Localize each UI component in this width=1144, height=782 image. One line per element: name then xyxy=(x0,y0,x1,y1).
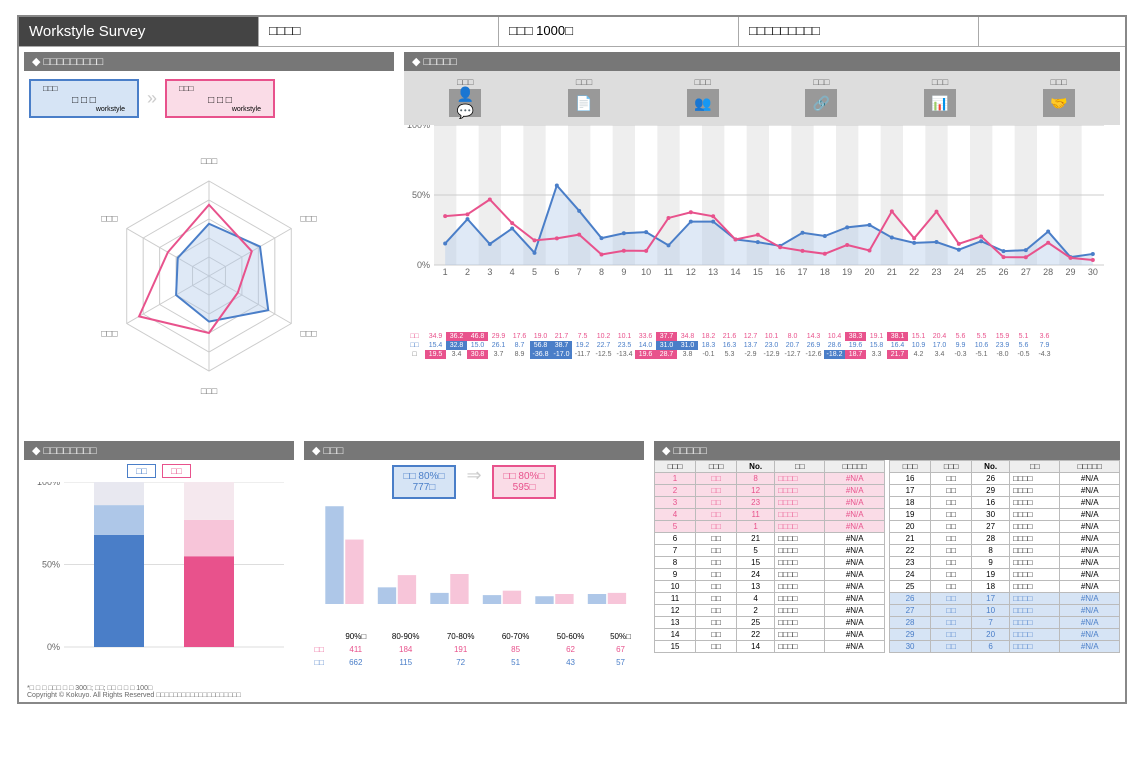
hist-data: 90%□80-90%70-80%60-70%50-60%50%□□□411184… xyxy=(304,629,644,670)
svg-text:□□□: □□□ xyxy=(201,156,218,166)
line-chart: 0%50%100%1234567891011121314151617181920… xyxy=(404,125,1114,325)
svg-text:23: 23 xyxy=(931,267,941,277)
svg-text:17: 17 xyxy=(797,267,807,277)
svg-text:25: 25 xyxy=(976,267,986,277)
stacked-bar-chart: 0% 50% 100% xyxy=(24,482,294,672)
svg-text:100%: 100% xyxy=(407,125,430,130)
svg-text:8: 8 xyxy=(599,267,604,277)
svg-text:28: 28 xyxy=(1043,267,1053,277)
tag-current: □□□ □ □ □ workstyle xyxy=(29,79,139,118)
svg-text:20: 20 xyxy=(864,267,874,277)
footer: *□ □ □ □□□ □ □ 300□; □□; □□ □ □ □ 100□ C… xyxy=(19,682,1125,702)
svg-text:10: 10 xyxy=(641,267,651,277)
hist-box-blue: □□ 80%□777□ xyxy=(392,465,457,499)
svg-text:13: 13 xyxy=(708,267,718,277)
bar-panel: ◆ □□□□□□□□ □□ □□ 0% 50% 100% xyxy=(19,436,299,682)
svg-text:0%: 0% xyxy=(47,642,60,652)
svg-text:□□□: □□□ xyxy=(300,214,317,224)
svg-text:6: 6 xyxy=(554,267,559,277)
svg-text:100%: 100% xyxy=(37,482,60,487)
svg-text:9: 9 xyxy=(621,267,626,277)
rank-panel: ◆ □□□□□ □□□□□□No.□□□□□□□1□□8□□□□#N/A2□□1… xyxy=(649,436,1125,682)
svg-text:30: 30 xyxy=(1088,267,1098,277)
line-panel: ◆ □□□□□ □□□👤💬 □□□📄 □□□👥 □□□🔗 □□□📊 □□□🤝 0… xyxy=(399,47,1125,436)
hist-title: ◆ □□□ xyxy=(304,441,644,460)
hist-panel: ◆ □□□ □□ 80%□777□ ⇒ □□ 80%□595□ 90%□80-9… xyxy=(299,436,649,682)
svg-text:3: 3 xyxy=(487,267,492,277)
cat-5: □□□📊 xyxy=(883,77,998,119)
bar-title: ◆ □□□□□□□□ xyxy=(24,441,294,460)
arrow-icon: ⇒ xyxy=(466,465,481,499)
svg-text:□□□: □□□ xyxy=(101,329,118,339)
svg-text:26: 26 xyxy=(998,267,1008,277)
svg-text:21: 21 xyxy=(887,267,897,277)
radar-title: ◆ □□□□□□□□□ xyxy=(24,52,394,71)
bar-legend-blue: □□ xyxy=(127,464,156,478)
rank-title: ◆ □□□□□ xyxy=(654,441,1120,460)
hdr-field-3: □□□□□□□□□ xyxy=(739,17,979,46)
svg-text:29: 29 xyxy=(1065,267,1075,277)
title: Workstyle Survey xyxy=(19,17,259,46)
svg-text:1: 1 xyxy=(443,267,448,277)
cat-3: □□□👥 xyxy=(645,77,760,119)
svg-text:2: 2 xyxy=(465,267,470,277)
svg-text:27: 27 xyxy=(1021,267,1031,277)
svg-text:□□□: □□□ xyxy=(300,329,317,339)
arrow-icon: » xyxy=(147,88,157,109)
tag-future: □□□ □ □ □ workstyle xyxy=(165,79,275,118)
rank-table-left: □□□□□□No.□□□□□□□1□□8□□□□#N/A2□□12□□□□#N/… xyxy=(654,460,885,653)
svg-text:7: 7 xyxy=(577,267,582,277)
svg-text:16: 16 xyxy=(775,267,785,277)
cat-1: □□□👤💬 xyxy=(408,77,523,119)
svg-text:4: 4 xyxy=(510,267,515,277)
svg-text:18: 18 xyxy=(820,267,830,277)
header: Workstyle Survey □□□□ □□□ 1000□ □□□□□□□□… xyxy=(19,17,1125,47)
radar-panel: ◆ □□□□□□□□□ □□□ □ □ □ workstyle » □□□ □ … xyxy=(19,47,399,436)
line-title: ◆ □□□□□ xyxy=(404,52,1120,71)
svg-text:12: 12 xyxy=(686,267,696,277)
svg-text:19: 19 xyxy=(842,267,852,277)
category-bar: □□□👤💬 □□□📄 □□□👥 □□□🔗 □□□📊 □□□🤝 xyxy=(404,71,1120,125)
svg-text:0%: 0% xyxy=(417,260,430,270)
cat-2: □□□📄 xyxy=(527,77,642,119)
radar-chart: □□□ □□□ □□□ □□□ □□□ □□□ xyxy=(24,126,394,426)
svg-text:□□□: □□□ xyxy=(101,214,118,224)
rank-table-right: □□□□□□No.□□□□□□□16□□26□□□□#N/A17□□29□□□□… xyxy=(889,460,1120,653)
hdr-field-1: □□□□ xyxy=(259,17,499,46)
bar-legend-pink: □□ xyxy=(162,464,191,478)
svg-text:50%: 50% xyxy=(42,560,60,570)
svg-text:22: 22 xyxy=(909,267,919,277)
svg-text:24: 24 xyxy=(954,267,964,277)
svg-text:11: 11 xyxy=(664,267,673,277)
hist-box-pink: □□ 80%□595□ xyxy=(492,465,557,499)
svg-text:15: 15 xyxy=(753,267,763,277)
svg-text:□□□: □□□ xyxy=(201,386,218,396)
hdr-field-4 xyxy=(979,17,1125,46)
svg-text:14: 14 xyxy=(730,267,740,277)
svg-text:5: 5 xyxy=(532,267,537,277)
dashboard: Workstyle Survey □□□□ □□□ 1000□ □□□□□□□□… xyxy=(17,15,1127,704)
histogram-chart xyxy=(304,504,644,624)
svg-text:50%: 50% xyxy=(412,190,430,200)
cat-4: □□□🔗 xyxy=(764,77,879,119)
cat-6: □□□🤝 xyxy=(1001,77,1116,119)
line-data-grid: □□34.936.246.829.917.619.021.77.510.210.… xyxy=(404,332,1055,359)
hdr-field-2: □□□ 1000□ xyxy=(499,17,739,46)
